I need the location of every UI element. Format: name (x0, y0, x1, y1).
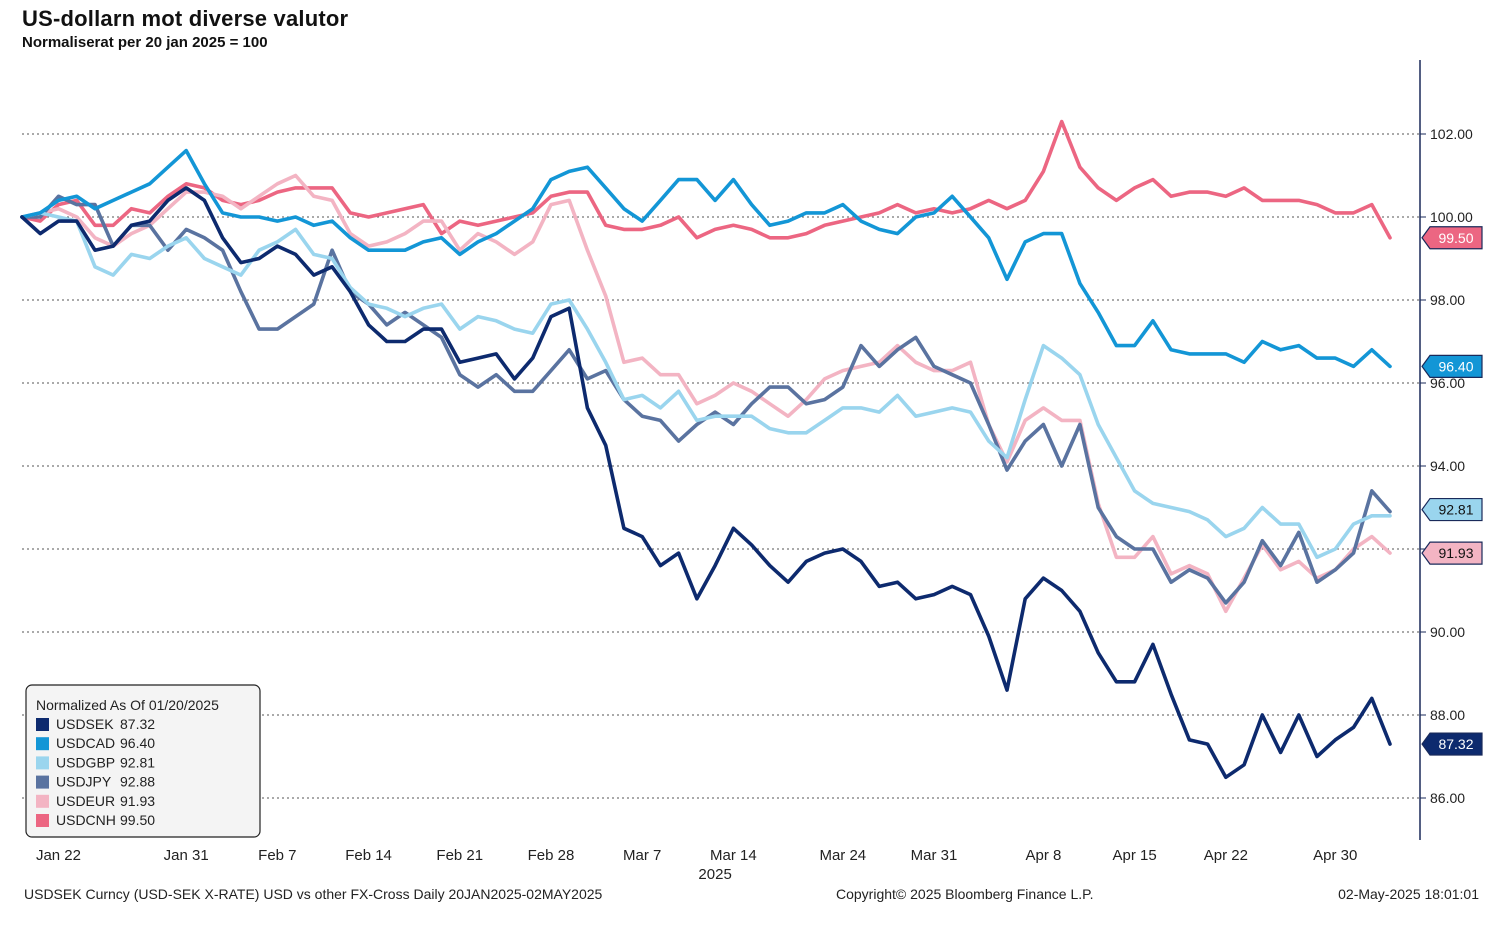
x-tick-label: Mar 24 (819, 847, 866, 864)
legend-item-usdcnh: USDCNH 99.50 (36, 812, 155, 828)
y-tick-label: 94.00 (1430, 458, 1465, 474)
end-label-usdsek: 87.32 (1421, 732, 1483, 756)
legend-item-usdsek: USDSEK 87.32 (36, 716, 155, 732)
footer-copyright: Copyright© 2025 Bloomberg Finance L.P. (836, 886, 1094, 902)
end-label-usdcad: 96.40 (1421, 354, 1483, 378)
legend-series-name: USDSEK (56, 716, 114, 732)
legend-swatch (36, 756, 49, 770)
end-label-text: 87.32 (1438, 736, 1473, 752)
legend-swatch (36, 775, 49, 789)
series-lines (20, 119, 1392, 780)
end-label-box (1421, 497, 1483, 522)
x-tick-label: Mar 7 (623, 847, 661, 864)
x-tick-label: Apr 30 (1313, 847, 1357, 864)
chart-subtitle: Normaliserat per 20 jan 2025 = 100 (22, 34, 268, 51)
end-label-box (1421, 732, 1483, 756)
end-label-usdcnh: 99.50 (1421, 226, 1483, 250)
x-tick-label: Jan 31 (164, 847, 209, 864)
series-line-usdeur (20, 173, 1392, 614)
y-tick-label: 102.00 (1430, 126, 1473, 142)
y-tick-label: 88.00 (1430, 707, 1465, 723)
y-tick-label: 86.00 (1430, 790, 1465, 806)
legend-series-name: USDCAD (56, 735, 115, 751)
legend-item-usdcad: USDCAD 96.40 (36, 735, 155, 751)
last-value-labels: 99.50 96.40 92.81 91.93 87.32 (1421, 226, 1483, 756)
x-tick-label: Feb 21 (436, 847, 483, 864)
x-tick-label: Apr 15 (1113, 847, 1157, 864)
y-axis: 86.0088.0090.0092.0094.0096.0098.00100.0… (1419, 60, 1473, 840)
x-year-label: 2025 (698, 866, 731, 883)
legend-swatch (36, 718, 49, 731)
end-label-box (1421, 541, 1483, 565)
chart-title: US-dollarn mot diverse valutor (22, 6, 349, 31)
end-label-box (1421, 354, 1483, 378)
x-tick-label: Mar 31 (911, 847, 958, 864)
legend-series-name: USDGBP (56, 754, 115, 770)
series-line-usdcad (20, 148, 1392, 369)
legend-series-value: 92.81 (120, 754, 155, 770)
gridlines (22, 133, 1420, 799)
legend-title: Normalized As Of 01/20/2025 (36, 697, 219, 713)
y-tick-label: 96.00 (1430, 375, 1465, 391)
x-tick-label: Apr 22 (1204, 847, 1248, 864)
end-label-text: 91.93 (1438, 545, 1473, 561)
x-tick-label: Jan 22 (36, 847, 81, 864)
y-tick-label: 90.00 (1430, 624, 1465, 640)
end-label-text: 96.40 (1438, 358, 1473, 374)
end-label-usdeur: 91.93 (1421, 541, 1483, 565)
x-tick-label: Mar 14 (710, 847, 757, 864)
legend-series-name: USDJPY (56, 774, 112, 790)
legend-series-value: 91.93 (120, 793, 155, 809)
legend-box (25, 684, 261, 838)
footer-timestamp: 02-May-2025 18:01:01 (1338, 886, 1479, 902)
end-label-text: 92.81 (1438, 502, 1473, 518)
legend-series-name: USDCNH (56, 812, 116, 828)
x-tick-label: Apr 8 (1026, 847, 1062, 864)
x-tick-label: Feb 14 (345, 847, 392, 864)
series-line-usdsek (20, 186, 1392, 780)
end-label-box (1421, 226, 1483, 250)
series-line-usdgbp (20, 211, 1392, 560)
legend-series-value: 96.40 (120, 735, 155, 751)
y-tick-label: 100.00 (1430, 209, 1473, 225)
legend-item-usdjpy: USDJPY 92.88 (36, 774, 155, 790)
legend-series-name: USDEUR (56, 793, 115, 809)
y-tick-label: 98.00 (1430, 292, 1465, 308)
legend-swatch (36, 794, 49, 808)
footer-source: USDSEK Curncy (USD-SEK X-RATE) USD vs ot… (24, 886, 603, 902)
x-tick-label: Feb 7 (258, 847, 296, 864)
end-label-text: 99.50 (1438, 230, 1473, 246)
legend-item-usdgbp: USDGBP 92.81 (36, 754, 155, 770)
legend-series-value: 99.50 (120, 812, 155, 828)
legend-series-value: 92.88 (120, 774, 155, 790)
end-label-usdgbp: 92.81 (1421, 497, 1483, 522)
x-tick-label: Feb 28 (528, 847, 575, 864)
legend-series-value: 87.32 (120, 716, 155, 732)
legend-swatch (36, 814, 49, 827)
series-line-usdcnh (20, 119, 1392, 240)
legend-item-usdeur: USDEUR 91.93 (36, 793, 155, 809)
legend-swatch (36, 737, 49, 751)
x-axis: Jan 22 Jan 31 Feb 7 Feb 14 Feb 21 Feb 28 Mar 7… (36, 847, 1357, 883)
